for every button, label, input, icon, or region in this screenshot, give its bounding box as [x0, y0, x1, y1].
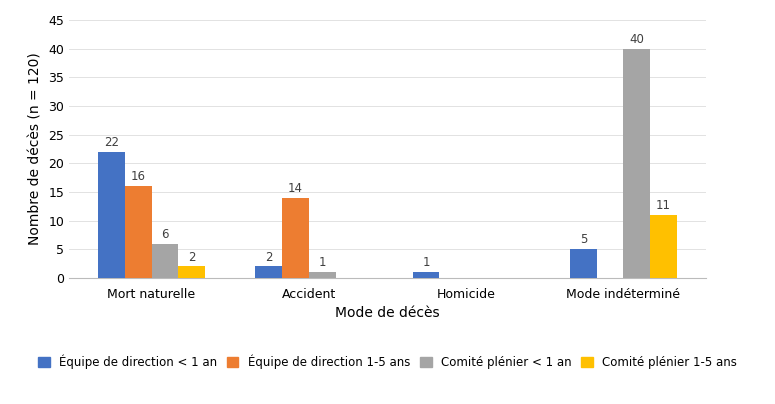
- Y-axis label: Nombre de décès (n = 120): Nombre de décès (n = 120): [29, 53, 43, 245]
- Bar: [255, 267, 282, 278]
- Text: 2: 2: [188, 250, 195, 264]
- Bar: [412, 272, 439, 278]
- Text: 40: 40: [629, 33, 644, 46]
- Bar: [623, 48, 650, 278]
- Text: 2: 2: [265, 250, 273, 264]
- Text: 1: 1: [422, 257, 430, 269]
- Text: 16: 16: [131, 170, 146, 183]
- Bar: [650, 215, 677, 278]
- Bar: [570, 249, 597, 278]
- Legend: Équipe de direction < 1 an, Équipe de direction 1-5 ans, Comité plénier < 1 an, : Équipe de direction < 1 an, Équipe de di…: [33, 350, 742, 374]
- Text: 11: 11: [656, 199, 671, 212]
- Text: 5: 5: [580, 234, 587, 246]
- Text: 14: 14: [288, 182, 303, 195]
- Text: 1: 1: [319, 257, 326, 269]
- Text: 22: 22: [104, 136, 119, 149]
- Bar: [152, 244, 178, 278]
- Text: 6: 6: [161, 228, 169, 241]
- Bar: [98, 152, 125, 278]
- Bar: [178, 267, 205, 278]
- Bar: [309, 272, 336, 278]
- Bar: [125, 186, 152, 278]
- Bar: [282, 198, 309, 278]
- X-axis label: Mode de décès: Mode de décès: [335, 306, 439, 320]
